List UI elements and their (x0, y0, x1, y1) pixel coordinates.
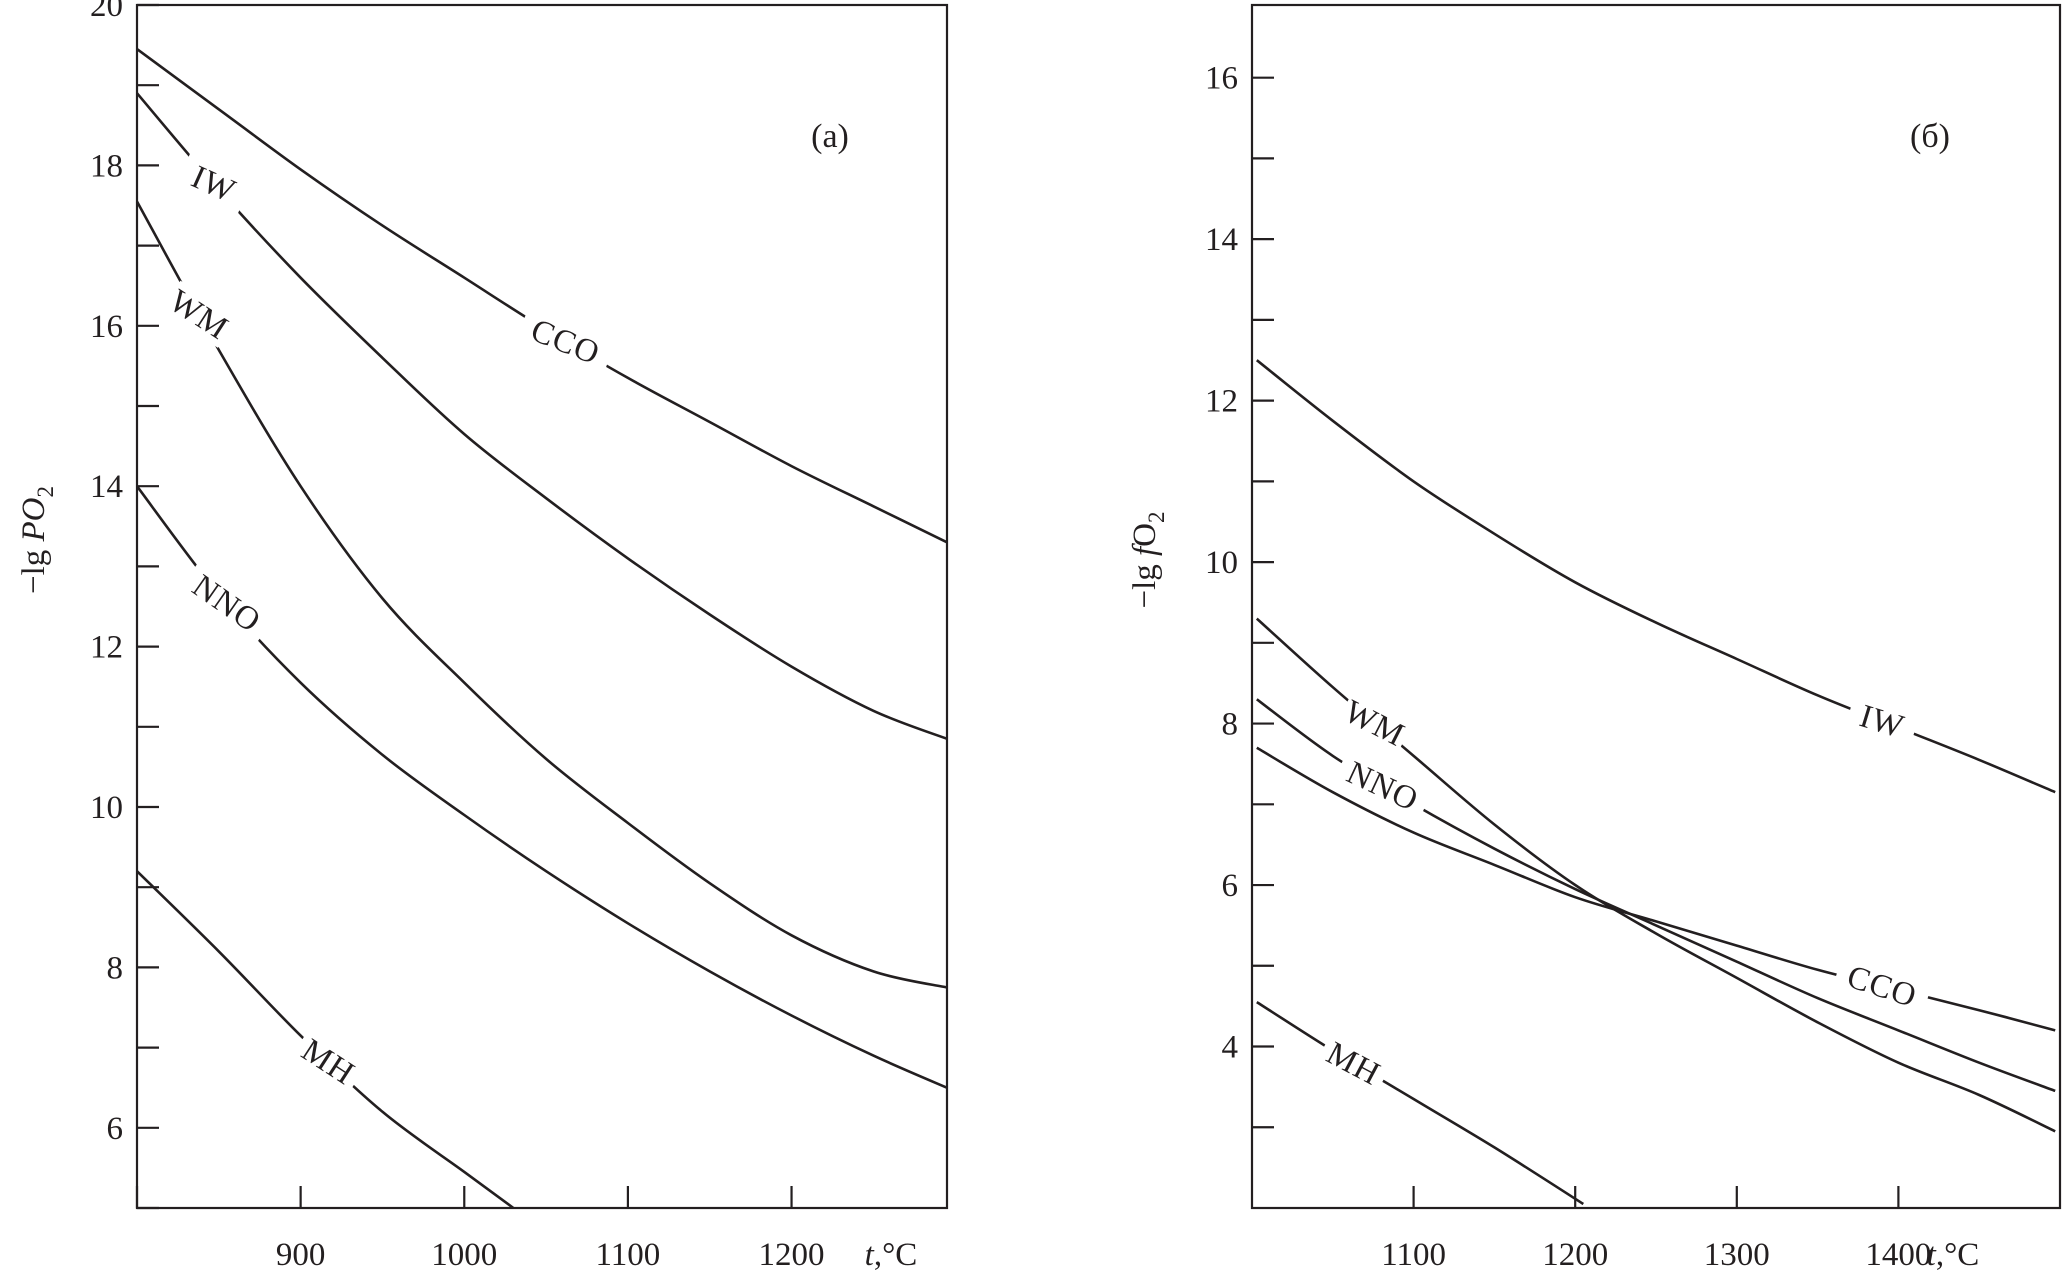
series-label: NNO (1341, 755, 1424, 819)
series-label-mask (175, 153, 253, 214)
y-tick-label: 8 (107, 950, 124, 986)
y-tick-label: 16 (1205, 61, 1238, 97)
series-label-group: MH (290, 1027, 367, 1096)
y-tick-label: 12 (1205, 384, 1238, 420)
series-line-wm (135, 200, 948, 989)
y-tick-label: 14 (1205, 222, 1238, 258)
panel-label: (б) (1910, 118, 1950, 155)
series-label-group: MH (1315, 1031, 1393, 1096)
y-axis-label: −lg fO2 (1127, 511, 1169, 608)
x-axis-label-variable: t (865, 1237, 875, 1273)
y-tick-label: 4 (1222, 1030, 1239, 1066)
y-axis-label-subscript: 2 (33, 486, 58, 498)
y-tick-label: 12 (90, 630, 123, 666)
series-label-mask (1844, 693, 1920, 749)
x-tick-label: 1300 (1704, 1237, 1770, 1273)
y-tick-label: 6 (107, 1111, 124, 1147)
chart-panel-a: 6 8 10 12 14 16 18 20 900 1000 1100 1200 t,°C −lg PO2… (16, 0, 949, 1273)
series-label: CCO (1843, 959, 1922, 1015)
series-label-group: IW (1844, 693, 1920, 749)
series-line-iw (136, 92, 948, 741)
x-axis-label-unit: ,°C (1936, 1237, 1979, 1273)
series-label-group: WM (160, 280, 238, 348)
y-tick-label: 14 (90, 469, 123, 505)
y-axis-label-subscript: 2 (1144, 511, 1169, 523)
series-label-mask (1336, 691, 1414, 755)
series-line-iw (1255, 359, 2056, 794)
y-axis-label-prefix: −lg (16, 541, 52, 594)
series-label-mask (1332, 749, 1434, 823)
plot-frame (135, 3, 949, 1210)
x-axis-label: t,°C (1927, 1237, 1980, 1273)
series-line-nno (1256, 698, 2056, 1093)
series-label: CCO (526, 312, 605, 372)
x-tick-label: 900 (276, 1237, 326, 1273)
y-tick-label: 6 (1222, 868, 1239, 904)
series-label-mask (290, 1027, 367, 1096)
series-label-mask (1315, 1031, 1393, 1096)
y-tick-label: 8 (1222, 707, 1239, 743)
x-tick-label: 1100 (1381, 1237, 1446, 1273)
series-label-mask (178, 561, 276, 646)
series-line-nno (135, 485, 948, 1089)
series-label-group: NNO (178, 561, 276, 646)
series-label-group: IW (175, 153, 253, 214)
x-tick-label: 1200 (759, 1237, 825, 1273)
x-tick-label: 1000 (431, 1237, 497, 1273)
panel-label: (a) (811, 118, 849, 155)
y-tick-label: 18 (90, 148, 123, 184)
x-axis-label-unit: ,°C (874, 1237, 917, 1273)
y-axis-label-prefix: −lg (1127, 556, 1163, 609)
plot-frame (1250, 3, 2062, 1210)
y-tick-label: 20 (90, 0, 123, 24)
y-tick-label: 16 (90, 309, 123, 345)
series-label-mask (1831, 954, 1933, 1018)
y-axis-label-variable: PO (16, 497, 52, 542)
x-axis-label-variable: t (1927, 1237, 1937, 1273)
series-line-wm (1255, 617, 2056, 1133)
y-tick-label: 10 (90, 790, 123, 826)
series-label-mask (160, 280, 238, 348)
y-axis-label-o: O (1127, 523, 1163, 547)
x-tick-label: 1400 (1865, 1237, 1931, 1273)
y-axis-label-variable: fO (1127, 523, 1163, 556)
x-tick-label: 1100 (596, 1237, 661, 1273)
y-tick-label: 10 (1205, 545, 1238, 581)
x-tick-label: 1200 (1542, 1237, 1608, 1273)
series-line-mh (1256, 1001, 1585, 1206)
series-label-mask (515, 307, 617, 376)
y-axis-label: −lg PO2 (16, 486, 58, 594)
series-label-group: CCO (515, 307, 617, 376)
series-label-group: WM (1336, 691, 1414, 755)
x-axis-label: t,°C (865, 1237, 918, 1273)
